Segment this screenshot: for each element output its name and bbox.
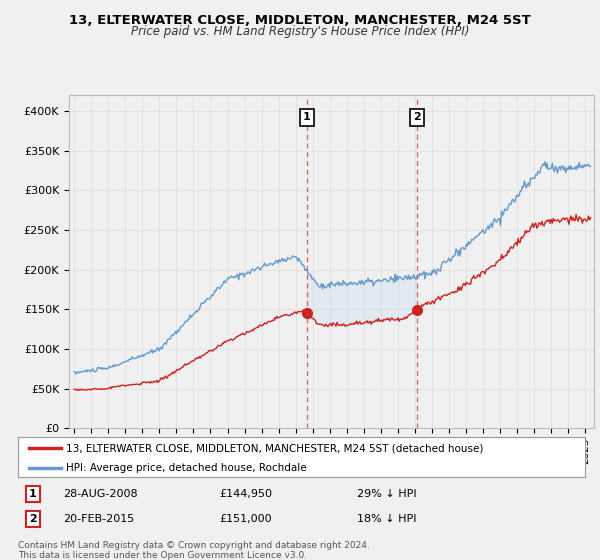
Text: 28-AUG-2008: 28-AUG-2008 [63,489,137,499]
Text: Contains HM Land Registry data © Crown copyright and database right 2024.
This d: Contains HM Land Registry data © Crown c… [18,541,370,560]
Text: 13, ELTERWATER CLOSE, MIDDLETON, MANCHESTER, M24 5ST (detached house): 13, ELTERWATER CLOSE, MIDDLETON, MANCHES… [66,443,484,453]
Text: 1: 1 [303,113,311,123]
Text: £151,000: £151,000 [219,514,272,524]
Text: 18% ↓ HPI: 18% ↓ HPI [357,514,416,524]
Text: £144,950: £144,950 [219,489,272,499]
Text: 29% ↓ HPI: 29% ↓ HPI [357,489,416,499]
Text: 1: 1 [29,489,37,499]
Text: Price paid vs. HM Land Registry's House Price Index (HPI): Price paid vs. HM Land Registry's House … [131,25,469,38]
Text: HPI: Average price, detached house, Rochdale: HPI: Average price, detached house, Roch… [66,463,307,473]
Text: 2: 2 [29,514,37,524]
Text: 13, ELTERWATER CLOSE, MIDDLETON, MANCHESTER, M24 5ST: 13, ELTERWATER CLOSE, MIDDLETON, MANCHES… [69,14,531,27]
Text: 2: 2 [413,113,421,123]
Text: 20-FEB-2015: 20-FEB-2015 [63,514,134,524]
